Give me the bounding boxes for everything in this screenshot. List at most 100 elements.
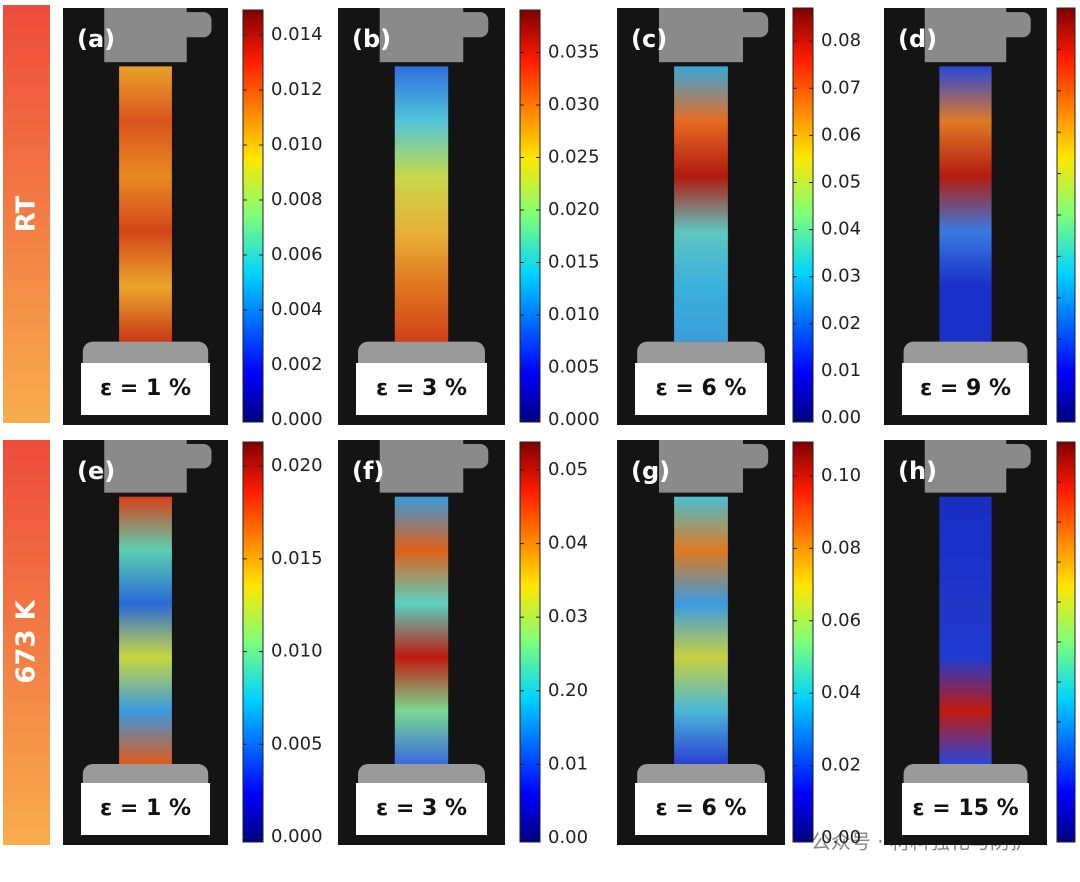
panel-label: (e)	[77, 457, 115, 485]
colorbar-tick-label: 0.008	[271, 189, 323, 210]
colorbar	[242, 441, 264, 843]
colorbar-tick-label: 0.08	[821, 537, 861, 558]
top-grip-tab	[998, 12, 1031, 38]
panel-label: (f)	[352, 457, 384, 485]
colorbar-tick-label: 0.00	[821, 407, 861, 428]
top-grip	[659, 440, 743, 493]
colorbar-tick-label: 0.020	[271, 455, 323, 476]
label-box	[635, 783, 767, 835]
colorbar-tick-label: 0.04	[821, 682, 861, 703]
colorbar-tick-label: 0.020	[548, 199, 600, 220]
colorbar-tick-label: 0.01	[548, 753, 588, 774]
row-label: 673 K	[12, 599, 42, 683]
colorbar-tick-label: 0.05	[548, 459, 588, 480]
gauge-section	[674, 496, 728, 764]
colorbar-tick-label: 0.05	[821, 172, 861, 193]
colorbar-tick-label: 0.014	[271, 24, 323, 45]
colorbar-tick-label: 0.00	[548, 827, 588, 848]
label-box	[902, 363, 1029, 415]
colorbar-tick-label: 0.02	[821, 755, 861, 776]
strain-label: ε = 9 %	[920, 376, 1011, 401]
strain-label: ε = 6 %	[655, 376, 746, 401]
colorbar-tick-label: 0.08	[821, 30, 861, 51]
top-grip	[104, 8, 187, 63]
top-grip	[379, 8, 464, 63]
colorbar-tick-label: 0.04	[821, 219, 861, 240]
colorbar-tick-label: 0.03	[821, 266, 861, 287]
colorbar-tick-label: 0.010	[548, 304, 600, 325]
colorbar-tick-label: 0.002	[271, 354, 323, 375]
colorbar-tick-label: 0.012	[271, 79, 323, 100]
top-grip-tab	[734, 444, 769, 469]
strain-label: ε = 6 %	[655, 796, 746, 821]
colorbar-tick-label: 0.010	[271, 641, 323, 662]
top-grip	[104, 440, 187, 493]
colorbar-tick-label: 0.010	[271, 134, 323, 155]
row-label: RT	[12, 195, 42, 232]
colorbar-tick-label: 0.000	[548, 409, 600, 430]
label-box	[902, 783, 1029, 835]
gauge-section	[939, 66, 992, 342]
colorbar	[519, 9, 541, 423]
gauge-section	[119, 66, 172, 342]
panel-label: (h)	[898, 457, 937, 485]
colorbar-tick-label: 0.000	[271, 826, 323, 847]
gauge-section	[119, 496, 172, 764]
colorbar-tick-label: 0.006	[271, 244, 323, 265]
row-label-bar	[3, 5, 50, 423]
label-box	[635, 363, 767, 415]
strain-label: ε = 3 %	[376, 376, 467, 401]
label-box	[81, 783, 210, 835]
colorbar-tick-label: 0.10	[821, 465, 861, 486]
row-label-bar	[3, 440, 50, 845]
colorbar-tick-label: 0.000	[271, 409, 323, 430]
colorbar-tick-label: 0.06	[821, 610, 861, 631]
top-grip-tab	[454, 444, 489, 469]
colorbar-tick-label: 0.03	[548, 606, 588, 627]
colorbar-tick-label: 0.06	[821, 124, 861, 145]
colorbar-tick-label: 0.035	[548, 42, 600, 63]
colorbar	[519, 441, 541, 843]
strain-label: ε = 3 %	[376, 796, 467, 821]
top-grip-tab	[998, 444, 1031, 469]
colorbar	[792, 441, 814, 843]
label-box	[81, 363, 210, 415]
panel-label: (c)	[631, 25, 667, 53]
strain-label: ε = 1 %	[100, 796, 191, 821]
gauge-section	[394, 496, 449, 764]
top-grip-tab	[178, 12, 212, 38]
top-grip-tab	[178, 444, 212, 469]
gauge-section	[939, 496, 992, 764]
top-grip	[924, 440, 1007, 493]
colorbar-tick-label: 0.005	[548, 357, 600, 378]
top-grip-tab	[454, 12, 489, 38]
strain-label: ε = 1 %	[100, 376, 191, 401]
gauge-section	[674, 66, 728, 342]
colorbar-tick-label: 0.02	[821, 313, 861, 334]
colorbar	[792, 7, 814, 423]
gauge-section	[394, 66, 449, 342]
colorbar-tick-label: 0.20	[548, 680, 588, 701]
colorbar-tick-label: 0.004	[271, 299, 323, 320]
label-box	[356, 783, 487, 835]
colorbar-tick-label: 0.005	[271, 733, 323, 754]
panel-label: (a)	[77, 25, 115, 53]
label-box	[356, 363, 487, 415]
colorbar-tick-label: 0.01	[821, 360, 861, 381]
colorbar-tick-label: 0.025	[548, 147, 600, 168]
panel-label: (d)	[898, 25, 937, 53]
colorbar-tick-label: 0.015	[271, 548, 323, 569]
panel-label: (b)	[352, 25, 391, 53]
top-grip	[924, 8, 1007, 63]
colorbar	[242, 9, 264, 423]
colorbar-tick-label: 0.04	[548, 533, 588, 554]
colorbar-tick-label: 0.00	[821, 827, 861, 848]
strain-label: ε = 15 %	[912, 796, 1018, 821]
top-grip	[379, 440, 464, 493]
colorbar-tick-label: 0.015	[548, 252, 600, 273]
panel-label: (g)	[631, 457, 670, 485]
colorbar-tick-label: 0.030	[548, 94, 600, 115]
top-grip-tab	[734, 12, 769, 38]
top-grip	[659, 8, 743, 63]
